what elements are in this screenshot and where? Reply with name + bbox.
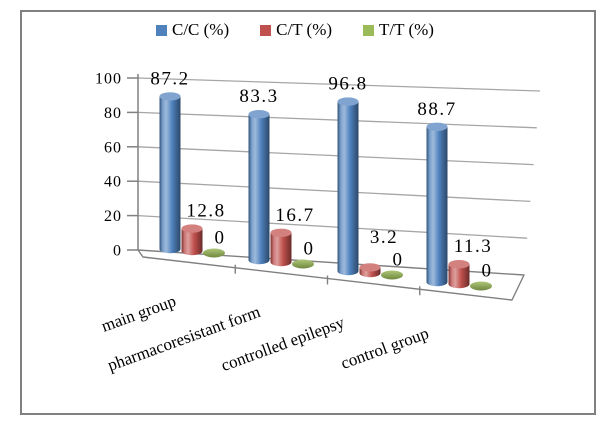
cylinder-top [359, 263, 381, 272]
y-tick-label: 40 [104, 174, 122, 191]
cylinder-bar-C/T-(%)-main-group [181, 224, 203, 256]
data-label: 0 [482, 260, 493, 281]
chart-floor [137, 249, 525, 301]
cylinder-bar-C/C-(%)-control-group [426, 122, 448, 287]
cylinder-bar-C/T-(%)-pharmacoresistant-form [270, 228, 292, 267]
gridline [137, 77, 541, 92]
gridline [137, 146, 534, 166]
y-tick-label: 60 [104, 139, 122, 156]
cylinder-body [337, 101, 359, 271]
legend-item-cc: C/C (%) [156, 20, 229, 40]
cylinder-top [248, 110, 270, 119]
data-label: 16.7 [275, 205, 314, 226]
flat-ellipse [381, 270, 403, 280]
cylinder-top [337, 97, 359, 106]
legend-swatch-cc [156, 24, 167, 36]
legend-swatch-ct [260, 24, 272, 36]
flat-ellipse [203, 248, 225, 258]
y-tick-label: 0 [113, 243, 122, 260]
cylinder-bar-C/C-(%)-pharmacoresistant-form [248, 110, 270, 265]
cylinder-bar-T/T-(%)-main-group [203, 248, 225, 258]
cylinder-body [181, 228, 203, 251]
cylinder-bar-T/T-(%)-controlled-epilepsy [381, 270, 403, 280]
y-tick-label: 20 [104, 208, 122, 225]
data-label: 0 [304, 238, 315, 259]
cylinder-top [181, 224, 203, 233]
cylinder-bar-C/C-(%)-main-group [159, 92, 181, 254]
cylinder-top [448, 260, 470, 269]
gridline [137, 214, 528, 239]
gridline [137, 111, 537, 129]
cylinder-bar-T/T-(%)-pharmacoresistant-form [292, 259, 314, 269]
cylinder-bar-C/T-(%)-control-group [448, 260, 470, 289]
flat-ellipse [470, 281, 492, 291]
legend-item-tt: T/T (%) [363, 20, 434, 40]
legend-label-ct: C/T (%) [276, 20, 333, 39]
chart-legend: C/C (%) C/T (%) T/T (%) [156, 20, 434, 40]
y-tick-label: 80 [104, 105, 122, 122]
data-label: 11.3 [454, 236, 493, 257]
category-label-control-group: control group [338, 324, 431, 373]
legend-label-cc: C/C (%) [172, 20, 230, 39]
data-label: 3.2 [370, 227, 398, 248]
cylinder-body [426, 126, 448, 283]
category-label-main-group: main group [99, 291, 179, 335]
legend-label-tt: T/T (%) [379, 20, 434, 39]
cylinder-bar-C/T-(%)-controlled-epilepsy [359, 263, 381, 278]
chart-border [20, 10, 596, 415]
gridline [137, 180, 531, 203]
data-label: 88.7 [417, 99, 456, 120]
data-label: 87.2 [150, 68, 189, 89]
legend-swatch-tt [363, 24, 375, 36]
cylinder-top [270, 228, 292, 237]
data-label: 12.8 [186, 201, 225, 222]
cylinder-top [159, 92, 181, 101]
flat-ellipse [292, 259, 314, 269]
cylinder-bar-C/C-(%)-controlled-epilepsy [337, 97, 359, 276]
data-label: 0 [393, 249, 404, 270]
data-label: 96.8 [328, 74, 367, 95]
cylinder-bar-T/T-(%)-control-group [470, 281, 492, 291]
legend-item-ct: C/T (%) [260, 20, 332, 40]
cylinder-body [448, 264, 470, 284]
y-tick-label: 100 [95, 71, 122, 88]
cylinder-body [159, 96, 181, 250]
cylinder-body [248, 114, 270, 260]
cylinder-body [270, 232, 292, 262]
data-label: 0 [215, 227, 226, 248]
cylinder-top [426, 122, 448, 131]
data-label: 83.3 [239, 86, 278, 107]
